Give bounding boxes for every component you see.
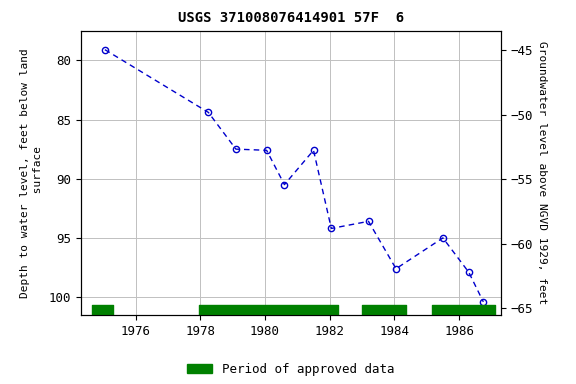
- Legend: Period of approved data: Period of approved data: [182, 358, 400, 381]
- Y-axis label: Groundwater level above NGVD 1929, feet: Groundwater level above NGVD 1929, feet: [537, 41, 547, 305]
- Title: USGS 371008076414901 57F  6: USGS 371008076414901 57F 6: [178, 12, 404, 25]
- Y-axis label: Depth to water level, feet below land
 surface: Depth to water level, feet below land su…: [21, 48, 43, 298]
